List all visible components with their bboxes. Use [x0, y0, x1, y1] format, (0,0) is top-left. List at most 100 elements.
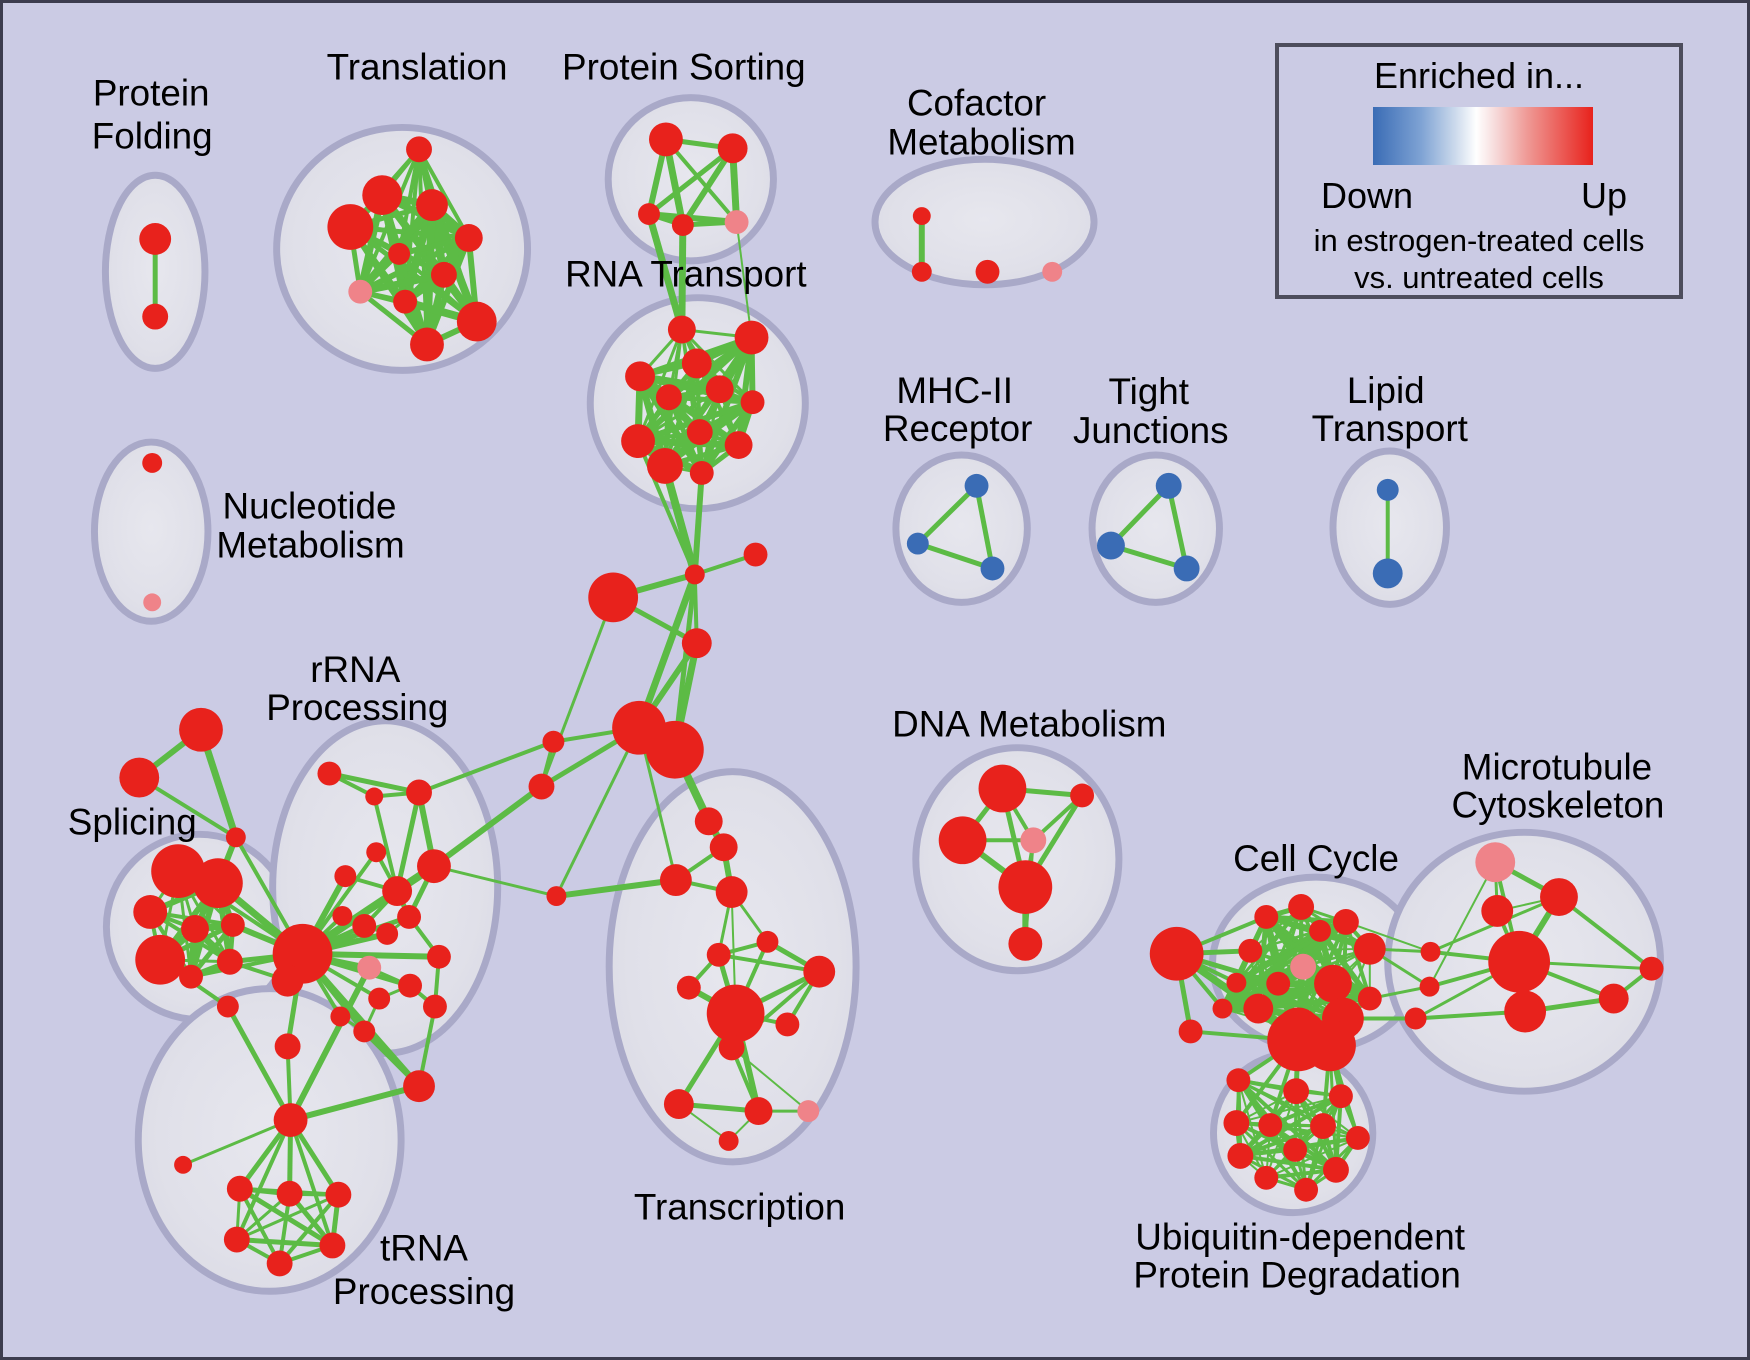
gene-set-node-rr5	[334, 865, 357, 888]
gene-set-node-u9	[1283, 1137, 1308, 1162]
edge-tph-tx4	[235, 1119, 293, 1241]
gene-set-node-cf1	[912, 207, 931, 226]
gene-set-node-tl10	[456, 301, 497, 342]
gene-set-node-x8	[803, 955, 836, 988]
gene-set-node-ps3	[638, 203, 660, 226]
gene-set-node-rt11	[647, 448, 683, 484]
gene-set-node-sl6	[135, 934, 186, 985]
gene-set-node-x2	[709, 833, 738, 862]
cluster-label-ubiquitin-degradation: Protein Degradation	[1133, 1254, 1461, 1295]
gene-set-node-tl8	[348, 279, 373, 304]
gene-set-node-ps5	[724, 210, 749, 234]
legend-down-label: Down	[1321, 175, 1414, 216]
cluster-label-tight-junctions: Tight	[1109, 371, 1190, 412]
gene-set-node-u5	[1258, 1113, 1283, 1137]
gene-set-node-pf1	[139, 223, 172, 255]
gene-set-node-ps1	[649, 122, 683, 157]
gene-set-node-rrb	[274, 1033, 301, 1060]
gene-set-node-tl4	[416, 189, 448, 222]
edge-rr3-bg1	[418, 739, 555, 795]
gene-set-node-rr15	[368, 987, 391, 1010]
edge-ubiquitin-ring	[1235, 1121, 1308, 1191]
gene-set-node-rr11	[397, 905, 422, 929]
gene-set-node-rr10	[376, 922, 399, 945]
gene-set-node-u10	[1254, 1165, 1279, 1190]
gene-set-node-cc9	[1314, 964, 1352, 1003]
gene-set-node-bg1	[542, 730, 565, 753]
edge-bgl-x3	[556, 877, 677, 900]
cluster-label-cofactor-metabolism: Metabolism	[887, 121, 1075, 162]
legend-gradient-bar	[1373, 107, 1593, 165]
gene-set-node-x15	[797, 1100, 820, 1123]
edge-rr12-tph	[287, 966, 372, 1122]
gene-set-node-sl3	[133, 895, 168, 929]
cluster-label-cell-cycle: Cell Cycle	[1233, 838, 1399, 879]
gene-set-node-rr3	[406, 779, 432, 806]
gene-set-node-d2	[938, 816, 987, 865]
cluster-label-protein-sorting: Protein Sorting	[562, 47, 806, 88]
gene-set-node-rr17	[353, 1020, 376, 1043]
gene-set-node-cc2	[1254, 905, 1279, 929]
gene-set-node-cf3	[975, 259, 1000, 284]
gene-set-node-bgl	[546, 886, 567, 906]
edge-translation-core	[417, 148, 471, 239]
cluster-label-microtubule-cytoskeleton: Cytoskeleton	[1452, 784, 1665, 825]
edge-rna-transport-core	[639, 372, 754, 406]
edge-x12-x15	[730, 1046, 809, 1112]
gene-set-node-d1	[978, 764, 1027, 813]
gene-set-node-spx	[216, 995, 239, 1018]
gene-set-node-rr18	[423, 994, 447, 1019]
edge-ubiquitin-ring	[1236, 1095, 1342, 1125]
gene-set-node-rt5	[655, 384, 682, 411]
edge-rr1-rr3	[328, 771, 420, 795]
gene-set-node-sl8	[216, 948, 243, 975]
gene-set-node-tx5	[319, 1232, 346, 1259]
edge-trna-hexagon	[236, 1193, 339, 1241]
gene-set-node-cc4	[1309, 919, 1331, 942]
gene-set-node-cc15	[1357, 986, 1382, 1011]
gene-set-node-x1	[694, 807, 723, 836]
edge-cell-cycle-core	[1236, 981, 1370, 1001]
edge-bg2-mm3	[540, 596, 615, 788]
gene-set-node-rr2	[365, 787, 384, 806]
gene-set-node-tl5	[454, 224, 483, 252]
gene-set-node-sl2	[193, 858, 243, 908]
edge-rna-transport-core	[636, 329, 684, 442]
edge-rr2-rr6	[372, 796, 400, 892]
edge-trna-hexagon	[236, 1237, 333, 1248]
edge-cc5-b1	[1345, 920, 1431, 953]
gene-set-node-x14	[744, 1097, 773, 1126]
gene-set-node-mh2	[906, 532, 929, 555]
gene-set-node-tj1	[1155, 472, 1182, 499]
cluster-label-protein-folding: Folding	[92, 115, 213, 156]
gene-set-node-cc10	[1243, 993, 1274, 1024]
gene-set-node-cf4	[1042, 261, 1063, 282]
edge-protein-sorting-core	[664, 138, 739, 224]
gene-set-node-cc14	[1212, 998, 1233, 1019]
cluster-label-mhc-ii-receptor: MHC-II	[896, 370, 1013, 411]
edge-rr7-bgl	[433, 864, 557, 898]
edge-ubiquitin-ring	[1239, 1124, 1324, 1158]
edge-b2-mc1	[1428, 861, 1497, 988]
edge-x6-x8	[718, 952, 820, 974]
gene-set-node-mc1	[1475, 842, 1516, 883]
gene-set-node-tl3	[327, 204, 374, 250]
gene-set-node-mc2	[1540, 878, 1578, 916]
gene-set-node-rt9	[621, 424, 655, 458]
gene-set-node-ps2	[717, 133, 748, 164]
edge-ps3-rt1	[645, 213, 686, 331]
gene-set-node-u3	[1328, 1084, 1353, 1109]
gene-set-node-mc3	[1481, 895, 1514, 927]
gene-set-node-cc5	[1332, 908, 1359, 935]
cluster-label-trna-processing: Processing	[333, 1271, 515, 1312]
gene-set-node-st1	[179, 707, 223, 752]
cluster-label-nucleotide-metabolism: Metabolism	[216, 525, 404, 566]
gene-set-node-cc7	[1290, 953, 1317, 980]
gene-set-node-x3	[659, 864, 692, 897]
edge-rt11-mm1	[661, 464, 699, 576]
edge-translation-core	[359, 271, 445, 296]
legend-caption-line2: vs. untreated cells	[1354, 260, 1604, 295]
gene-set-node-tj3	[1173, 555, 1200, 582]
gene-set-node-rr8	[332, 905, 353, 926]
